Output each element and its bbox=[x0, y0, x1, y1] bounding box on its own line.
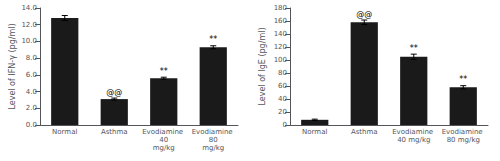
svg-text:14.0: 14.0 bbox=[21, 4, 37, 12]
svg-text:100: 100 bbox=[274, 56, 287, 64]
svg-text:Normal: Normal bbox=[302, 128, 327, 136]
svg-text:mg/kg: mg/kg bbox=[202, 144, 224, 152]
svg-text:180: 180 bbox=[274, 4, 287, 12]
svg-text:Asthma: Asthma bbox=[101, 128, 128, 136]
svg-text:60: 60 bbox=[278, 82, 287, 90]
svg-text:Evodiamine: Evodiamine bbox=[392, 128, 435, 136]
svg-text:mg/kg: mg/kg bbox=[153, 144, 175, 152]
svg-text:80: 80 bbox=[209, 136, 218, 144]
svg-text:@@: @@ bbox=[356, 10, 372, 19]
svg-text:80 mg/kg: 80 mg/kg bbox=[447, 136, 480, 144]
svg-text:**: ** bbox=[459, 75, 467, 84]
svg-text:160: 160 bbox=[274, 17, 287, 25]
svg-text:140: 140 bbox=[274, 30, 287, 38]
svg-text:Evodiamine: Evodiamine bbox=[192, 128, 235, 136]
svg-text:0.0: 0.0 bbox=[26, 121, 37, 129]
svg-text:@@: @@ bbox=[106, 88, 122, 97]
svg-text:6.0: 6.0 bbox=[26, 71, 37, 79]
svg-text:4.0: 4.0 bbox=[26, 88, 37, 96]
svg-text:120: 120 bbox=[274, 43, 287, 51]
svg-text:40: 40 bbox=[159, 136, 168, 144]
svg-text:10.0: 10.0 bbox=[21, 37, 37, 45]
svg-text:40: 40 bbox=[278, 95, 287, 103]
svg-text:80: 80 bbox=[278, 69, 287, 77]
svg-text:Evodiamine: Evodiamine bbox=[442, 128, 485, 136]
svg-text:Evodiamine: Evodiamine bbox=[142, 128, 185, 136]
svg-text:8.0: 8.0 bbox=[26, 54, 37, 62]
svg-text:Level of IFN-γ (pg/ml): Level of IFN-γ (pg/ml) bbox=[8, 23, 17, 109]
svg-text:12.0: 12.0 bbox=[21, 21, 37, 29]
svg-text:20: 20 bbox=[278, 108, 287, 116]
svg-text:0: 0 bbox=[283, 121, 287, 129]
svg-text:Normal: Normal bbox=[52, 128, 77, 136]
svg-text:2.0: 2.0 bbox=[26, 104, 37, 112]
svg-text:**: ** bbox=[160, 67, 168, 76]
svg-text:**: ** bbox=[410, 44, 418, 53]
svg-text:**: ** bbox=[209, 35, 217, 44]
svg-text:Level of IgE (pg/ml): Level of IgE (pg/ml) bbox=[258, 27, 267, 105]
svg-text:40 mg/kg: 40 mg/kg bbox=[397, 136, 430, 144]
svg-text:Asthma: Asthma bbox=[351, 128, 378, 136]
